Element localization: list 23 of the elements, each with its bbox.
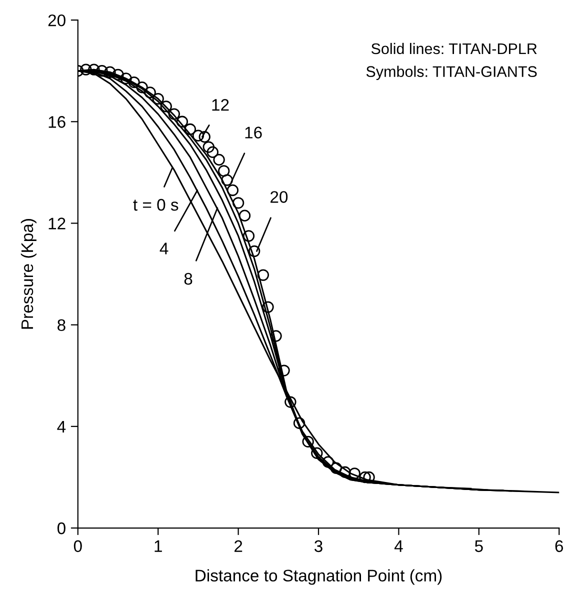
x-tick-label: 5 — [474, 540, 483, 552]
annotation: Symbols: TITAN-GIANTS — [366, 66, 537, 80]
annotation: 16 — [245, 126, 262, 138]
y-tick-label: 0 — [57, 522, 66, 534]
y-tick-label: 12 — [48, 218, 66, 230]
annotation: 20 — [270, 191, 288, 203]
annotation: 4 — [160, 242, 168, 254]
y-axis-title: Pressure (Kpa) — [20, 219, 36, 329]
x-tick-label: 4 — [394, 540, 403, 552]
x-tick-label: 0 — [74, 540, 82, 552]
y-tick-label: 4 — [57, 421, 66, 432]
y-tick-label: 16 — [48, 116, 66, 128]
annotation: 8 — [184, 272, 192, 285]
x-tick-label: 1 — [154, 540, 162, 552]
x-tick-label: 2 — [234, 540, 242, 552]
annotation: 12 — [212, 99, 229, 111]
y-tick-label: 20 — [48, 14, 66, 26]
annotation: Solid lines: TITAN-DPLR — [371, 42, 537, 54]
x-tick-label: 6 — [555, 540, 564, 552]
annotation: t = 0 s — [133, 198, 178, 211]
x-axis-title: Distance to Stagnation Point (cm) — [196, 569, 442, 585]
y-tick-label: 8 — [58, 319, 66, 332]
x-tick-label: 3 — [314, 540, 322, 552]
